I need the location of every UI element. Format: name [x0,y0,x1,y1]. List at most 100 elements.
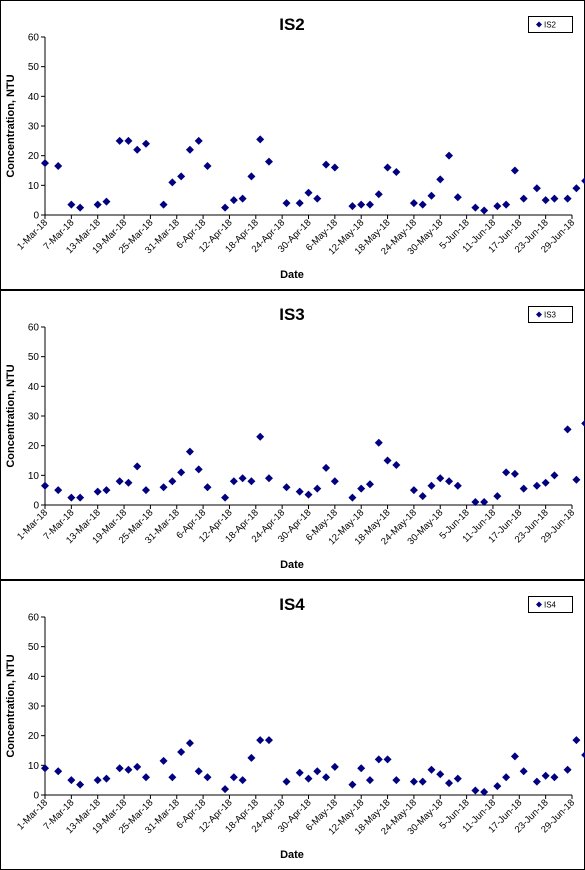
chart-title: IS2 [279,15,305,34]
data-point [247,477,256,486]
legend: IS3 [528,306,573,323]
data-point [102,774,111,783]
data-point [480,498,489,507]
data-point [563,765,572,774]
data-point [374,438,383,447]
chart-panel-2: IS301020304050601-Mar-187-Mar-1813-Mar-1… [0,290,585,580]
data-point [409,486,418,495]
data-point [427,481,436,490]
data-point [313,767,322,776]
data-point [392,460,401,469]
data-point [572,184,581,193]
data-point [502,200,511,209]
y-tick-label: 20 [28,731,40,742]
data-point [330,477,339,486]
x-axis-label: Date [280,269,304,281]
data-point [374,190,383,199]
data-point [194,767,203,776]
data-point [115,764,124,773]
data-point [480,206,489,215]
data-point [365,480,374,489]
legend-box [528,596,573,613]
data-point [247,172,256,181]
data-point [365,200,374,209]
data-point [76,780,85,789]
data-point [550,773,559,782]
data-point [256,432,265,441]
data-point [247,753,256,762]
y-axis-label: Concentration, NTU [5,74,17,177]
data-point [519,484,528,493]
y-tick-label: 10 [28,181,40,192]
y-tick-label: 50 [28,642,40,653]
data-point [519,194,528,203]
data-point [185,739,194,748]
data-point [502,773,511,782]
data-point [322,773,331,782]
panel-border [0,580,585,870]
x-axis-label: Date [280,849,304,861]
data-point [168,773,177,782]
data-point [532,777,541,786]
data-point [313,194,322,203]
chart-title: IS3 [279,305,305,324]
data-point [563,425,572,434]
chart-panel-3: IS401020304050601-Mar-187-Mar-1813-Mar-1… [0,580,585,870]
data-point [581,751,585,759]
data-point [348,493,357,502]
data-point [493,202,502,211]
data-point [177,468,186,477]
data-point [348,780,357,789]
data-point [133,462,142,471]
data-point [76,493,85,502]
data-point [510,752,519,761]
y-tick-label: 20 [28,441,40,452]
data-point [330,762,339,771]
data-point [383,755,392,764]
data-point [93,200,102,209]
data-point [445,779,454,788]
data-point [581,177,585,185]
data-point [550,194,559,203]
legend-box [528,16,573,33]
x-axis-label: Date [280,559,304,571]
data-point [471,498,480,507]
data-point [383,163,392,172]
data-point [295,768,304,777]
data-point [221,203,230,212]
data-point [185,145,194,154]
data-point [453,774,462,783]
data-point [41,764,49,773]
data-point [264,474,273,483]
data-point [41,481,49,490]
legend-marker [536,311,542,318]
data-point [471,786,480,795]
data-point [67,776,76,785]
data-point [159,756,168,765]
y-tick-label: 40 [28,382,40,393]
data-point [330,163,339,172]
data-point [471,203,480,212]
data-point [93,487,102,496]
data-point [532,184,541,193]
y-tick-label: 30 [28,412,40,423]
data-point [177,172,186,181]
data-point [142,139,151,148]
data-point [203,483,212,492]
data-point [581,419,585,428]
data-point [304,774,313,783]
data-point [304,188,313,197]
data-point [409,777,418,786]
data-point [532,481,541,490]
data-point [102,486,111,495]
y-axis-label: Concentration, NTU [5,654,17,757]
data-point [436,770,445,779]
y-tick-label: 60 [28,323,40,334]
data-point [418,777,427,786]
data-point [67,493,76,502]
data-point [418,492,427,501]
data-point [357,200,366,209]
data-point [418,200,427,209]
data-point [168,477,177,486]
data-point [168,178,177,187]
